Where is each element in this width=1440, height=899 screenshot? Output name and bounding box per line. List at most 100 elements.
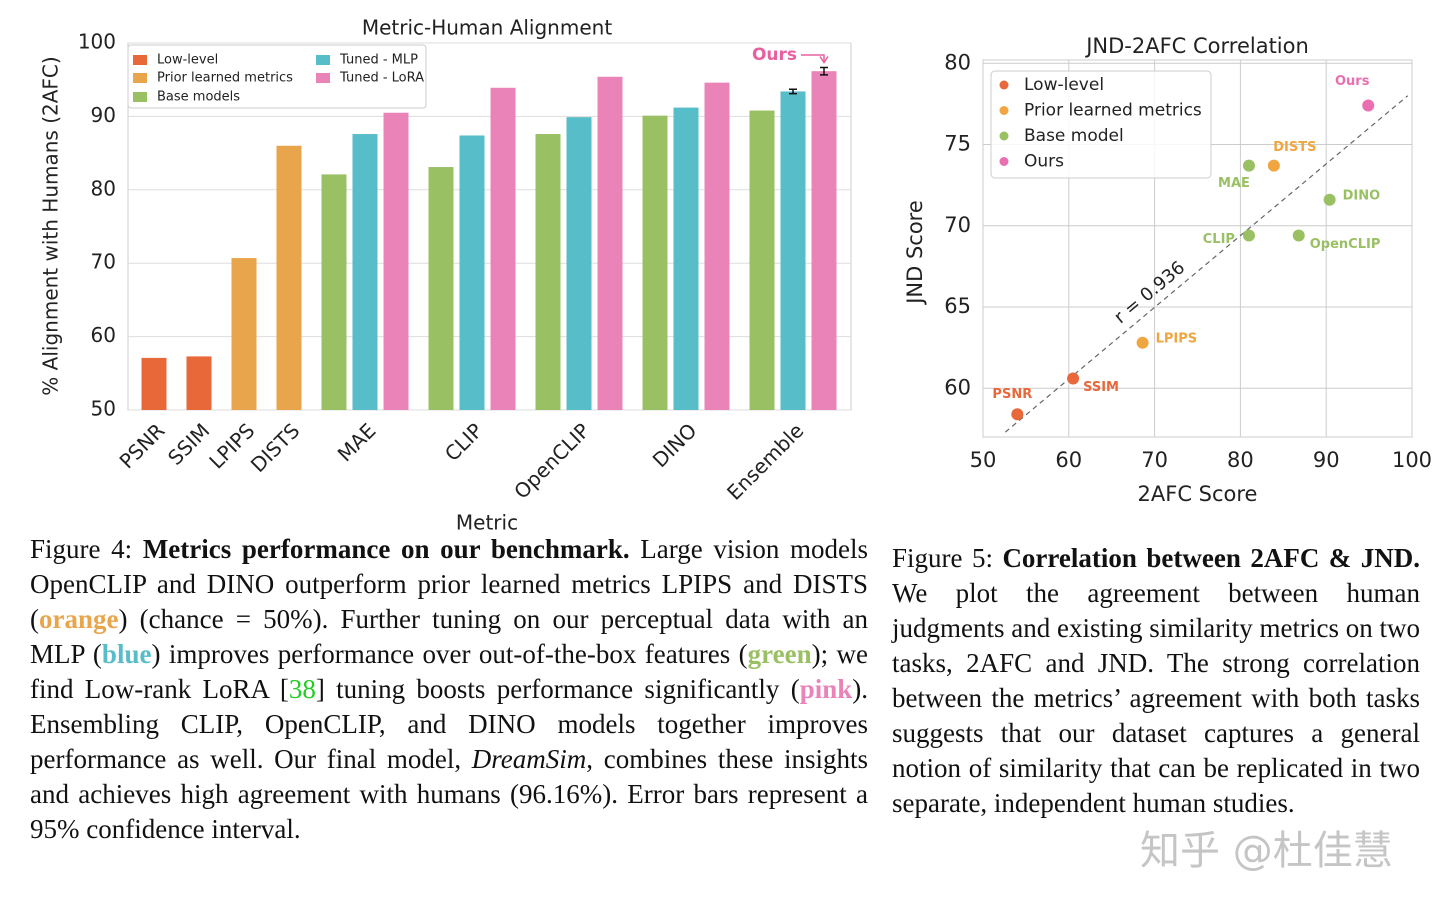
caption-run: , combines these insights and achieves h…	[30, 744, 868, 844]
point-label: MAE	[1218, 176, 1250, 191]
bar	[321, 174, 347, 410]
bar	[535, 134, 561, 411]
bar	[673, 107, 699, 410]
x-tick-label: PSNR	[115, 418, 170, 473]
x-tick-label: DINO	[648, 418, 702, 472]
point	[1242, 229, 1255, 242]
watermark: 知乎 @杜佳慧	[1140, 828, 1393, 874]
chart-title: Metric-Human Alignment	[362, 16, 613, 40]
point	[1242, 159, 1255, 172]
figure-4-caption: Figure 4: Metrics performance on our ben…	[30, 532, 868, 847]
point	[1267, 159, 1280, 172]
point	[1136, 336, 1149, 349]
bar	[811, 71, 837, 410]
bar	[566, 117, 592, 410]
point-label: OpenCLIP	[1310, 237, 1381, 252]
y-tick-label: 70	[944, 213, 971, 237]
bar	[186, 356, 212, 410]
legend-marker	[999, 106, 1009, 115]
point-label: SSIM	[1083, 380, 1119, 395]
legend-swatch	[133, 55, 147, 65]
point-label: Ours	[1335, 74, 1370, 89]
bar	[383, 112, 409, 410]
point	[1292, 229, 1305, 242]
y-tick-label: 70	[91, 250, 116, 274]
caption-run: ) improves performance over out-of-the-b…	[151, 639, 748, 669]
bar	[276, 145, 302, 410]
bar	[459, 135, 485, 410]
caption-run: orange	[39, 604, 119, 634]
caption-run: Correlation between 2AFC & JND.	[1002, 543, 1420, 573]
error-bar	[820, 66, 828, 76]
annotation-arrow	[801, 54, 825, 63]
legend-label: Base models	[157, 90, 240, 105]
point	[1011, 408, 1024, 421]
chart-title: JND-2AFC Correlation	[1084, 34, 1309, 58]
x-tick-label: 90	[1313, 448, 1340, 472]
caption-run: ); we find Low-rank LoRA [	[30, 639, 869, 704]
legend-label: Tuned - MLP	[339, 53, 418, 68]
annotation: Ours	[752, 45, 797, 65]
figures: 50 60 70 80 90 100 Metric-Human Alignment Metri…	[39, 16, 1433, 531]
y-tick-label: 75	[944, 132, 971, 156]
legend-swatch	[133, 73, 147, 83]
x-tick-label: 50	[970, 448, 997, 472]
point	[1067, 372, 1080, 385]
point-label: PSNR	[992, 387, 1032, 402]
caption-run: pink	[799, 674, 853, 704]
bar	[428, 167, 454, 410]
bar	[642, 115, 668, 410]
x-axis-label: 2AFC Score	[1138, 482, 1258, 506]
x-tick-label: DISTS	[246, 418, 305, 477]
legend-label: Tuned - LoRA	[339, 71, 424, 86]
point-label: DISTS	[1273, 140, 1316, 155]
y-axis-label: JND Score	[903, 200, 927, 306]
x-tick-label: MAE	[333, 418, 381, 466]
x-tick-label: 60	[1055, 448, 1082, 472]
caption-run: blue	[101, 639, 152, 669]
point-label: LPIPS	[1156, 331, 1198, 346]
caption-run: Large vision models OpenCLIP and DINO ou…	[30, 534, 869, 634]
legend-box	[990, 70, 1212, 179]
legend-label: Prior learned metrics	[157, 71, 293, 86]
point-label: CLIP	[1203, 232, 1235, 247]
bar	[352, 134, 378, 411]
caption-run: green	[747, 639, 812, 669]
y-tick-label: 65	[944, 294, 971, 318]
y-tick-label: 80	[944, 50, 971, 74]
bar	[490, 87, 516, 411]
bar	[231, 258, 257, 410]
legend-marker	[999, 80, 1009, 90]
x-axis-label: Metric	[456, 511, 518, 531]
x-tick-label: OpenCLIP	[509, 418, 594, 503]
legend-box	[127, 44, 427, 109]
legend-swatch	[316, 55, 330, 65]
y-tick-label: 80	[91, 176, 116, 200]
x-tick-label: 100	[1392, 448, 1432, 472]
y-tick-label: 90	[91, 103, 116, 127]
legend-label: Base model	[1024, 126, 1124, 146]
error-bar	[789, 88, 797, 95]
caption-run: We plot the agreement between human judg…	[892, 578, 1420, 818]
x-tick-label: 70	[1141, 448, 1168, 472]
bar	[780, 91, 806, 410]
point	[1362, 99, 1375, 112]
x-tick-label: 80	[1227, 448, 1254, 472]
legend-label: Ours	[1024, 152, 1064, 172]
caption-run: ). Ensembling CLIP, OpenCLIP, and DINO m…	[30, 674, 869, 774]
bar	[141, 357, 167, 410]
y-axis-label: % Alignment with Humans (2AFC)	[39, 56, 63, 395]
caption-run: ) (chance = 50%). Further tuning on our …	[30, 604, 868, 669]
trend-line	[1004, 95, 1409, 433]
y-tick-label: 100	[78, 30, 116, 54]
legend-marker	[999, 157, 1009, 166]
y-tick-label: 60	[944, 375, 971, 399]
caption-run: Metrics performance on our benchmark.	[142, 534, 630, 564]
x-tick-label: Ensemble	[722, 418, 808, 504]
figure-5-caption: Figure 5: Correlation between 2AFC & JND…	[892, 541, 1420, 821]
annotation-arrowhead	[819, 56, 829, 64]
x-tick-label: CLIP	[440, 418, 487, 465]
caption-run: 38	[288, 674, 316, 704]
legend-label: Prior learned metrics	[1024, 101, 1202, 121]
